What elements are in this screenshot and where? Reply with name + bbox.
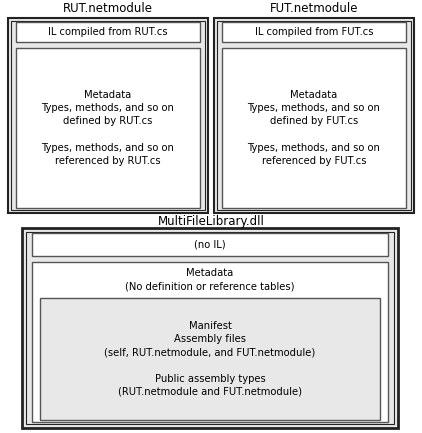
Bar (8, 18, 208, 213)
Text: Metadata
Types, methods, and so on
defined by FUT.cs

Types, methods, and so on
: Metadata Types, methods, and so on defin… (248, 90, 381, 166)
Bar (11, 21, 205, 210)
Bar (26, 232, 394, 424)
Text: FUT.netmodule: FUT.netmodule (270, 3, 358, 16)
Bar (217, 21, 411, 210)
Text: IL compiled from FUT.cs: IL compiled from FUT.cs (255, 27, 373, 37)
Bar (16, 48, 200, 208)
Text: Manifest
Assembly files
(self, RUT.netmodule, and FUT.netmodule)

Public assembl: Manifest Assembly files (self, RUT.netmo… (104, 321, 316, 397)
Text: Metadata
(No definition or reference tables): Metadata (No definition or reference tab… (125, 268, 295, 291)
Bar (222, 22, 406, 42)
Bar (40, 298, 380, 420)
Bar (22, 228, 398, 428)
Text: (no IL): (no IL) (194, 239, 226, 249)
Bar (32, 262, 388, 422)
Bar (222, 48, 406, 208)
Bar (214, 18, 414, 213)
Bar (32, 233, 388, 256)
Text: MultiFileLibrary.dll: MultiFileLibrary.dll (157, 216, 265, 229)
Text: Metadata
Types, methods, and so on
defined by RUT.cs

Types, methods, and so on
: Metadata Types, methods, and so on defin… (41, 90, 174, 166)
Text: RUT.netmodule: RUT.netmodule (63, 3, 153, 16)
Text: IL compiled from RUT.cs: IL compiled from RUT.cs (48, 27, 168, 37)
Bar (16, 22, 200, 42)
